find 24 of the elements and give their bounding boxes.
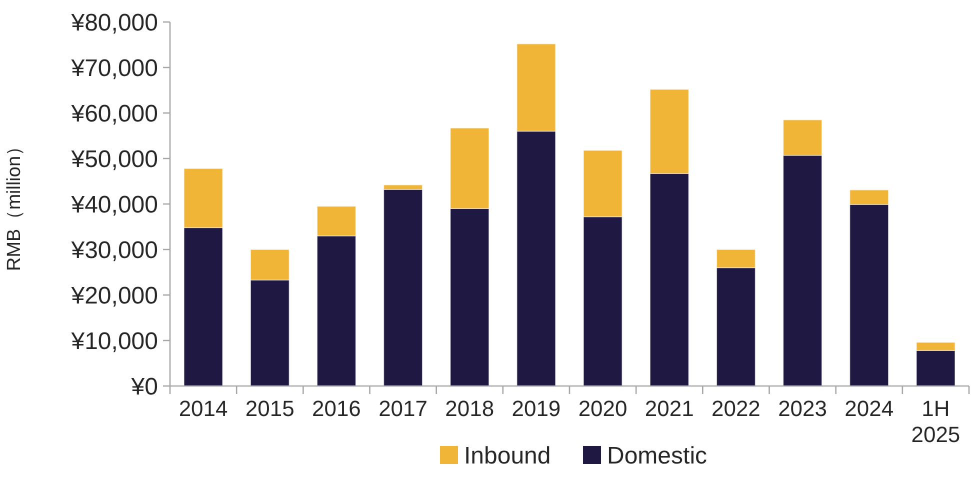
x-tick-label: 2016 <box>312 396 361 421</box>
y-tick-label: ¥30,000 <box>70 236 158 264</box>
x-tick-label: 2019 <box>512 396 561 421</box>
legend-label: Domestic <box>607 442 708 470</box>
x-tick-label: 2023 <box>778 396 828 421</box>
x-tick-label: 2021 <box>644 396 694 421</box>
y-tick-label: ¥10,000 <box>70 328 158 355</box>
y-tick-label: ¥0 <box>130 373 158 400</box>
x-tick-label: 2024 <box>844 396 894 421</box>
x-tick-label: 2018 <box>445 396 494 421</box>
y-tick-label: ¥80,000 <box>70 9 158 36</box>
x-tick-label: 2017 <box>378 396 428 421</box>
y-tick-label: ¥50,000 <box>70 146 158 173</box>
x-tick-label: 2014 <box>178 396 228 421</box>
y-tick-label: ¥40,000 <box>70 191 158 218</box>
y-tick-label: ¥70,000 <box>70 54 158 82</box>
x-tick-label: 2020 <box>578 396 628 421</box>
x-tick-label: 2022 <box>711 396 760 421</box>
y-axis-title: RMB（million） <box>4 136 25 272</box>
x-tick-label: 2015 <box>245 396 294 421</box>
y-tick-label: ¥60,000 <box>70 100 158 128</box>
x-tick-label: 1H 2025 <box>911 396 960 447</box>
y-tick-label: ¥20,000 <box>70 282 158 310</box>
legend-label: Inbound <box>464 442 551 470</box>
